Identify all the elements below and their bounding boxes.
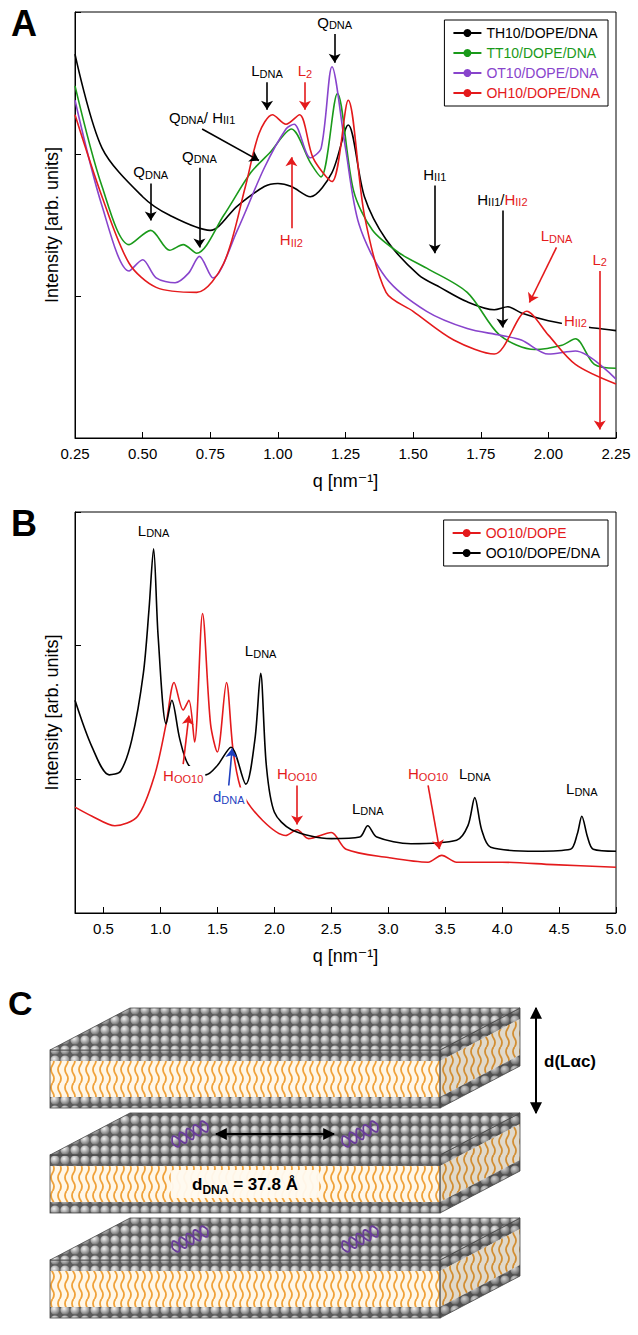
svg-text:L: L (245, 642, 253, 659)
svg-text:L: L (298, 62, 306, 79)
svg-text:5.0: 5.0 (606, 920, 627, 937)
svg-text:3.0: 3.0 (378, 920, 399, 937)
svg-text:Q: Q (317, 14, 329, 31)
svg-text:L: L (593, 251, 601, 268)
svg-text:2.25: 2.25 (601, 445, 630, 462)
svg-text:dDNA = 37.8 Å: dDNA = 37.8 Å (192, 1175, 298, 1197)
svg-text:L: L (352, 800, 360, 817)
svg-text:OO10/DOPE: OO10/DOPE (486, 525, 567, 541)
svg-text:4.0: 4.0 (492, 920, 513, 937)
svg-text:Q: Q (182, 148, 194, 165)
svg-text:DNA: DNA (467, 771, 491, 783)
svg-text:2.5: 2.5 (321, 920, 342, 937)
svg-text:H: H (280, 231, 291, 248)
svg-text:OT10/DOPE/DNA: OT10/DOPE/DNA (486, 65, 599, 81)
svg-text:II1: II1 (434, 171, 446, 183)
svg-text:Q: Q (133, 163, 145, 180)
svg-text:H: H (208, 109, 223, 126)
svg-text:L: L (541, 227, 549, 244)
svg-text:q [nm⁻¹]: q [nm⁻¹] (313, 946, 379, 966)
svg-text:DNA: DNA (181, 114, 205, 126)
svg-text:0.25: 0.25 (60, 445, 89, 462)
svg-text:DNA: DNA (329, 19, 353, 31)
svg-text:DNA: DNA (360, 805, 384, 817)
svg-text:1.75: 1.75 (466, 445, 495, 462)
svg-text:H: H (564, 312, 575, 329)
svg-text:0.5: 0.5 (93, 920, 114, 937)
svg-text:1.00: 1.00 (263, 445, 292, 462)
svg-text:DNA: DNA (221, 794, 245, 806)
svg-text:OO10: OO10 (419, 771, 448, 783)
svg-text:B: B (11, 503, 37, 544)
svg-text:q [nm⁻¹]: q [nm⁻¹] (313, 471, 379, 491)
svg-text:Intensity [arb. units]: Intensity [arb. units] (42, 147, 62, 303)
svg-text:1.5: 1.5 (207, 920, 228, 937)
svg-text:A: A (11, 3, 37, 44)
svg-text:d(Lαc): d(Lαc) (544, 1052, 596, 1071)
svg-text:Intensity [arb. units]: Intensity [arb. units] (42, 634, 62, 790)
svg-text:H: H (504, 191, 515, 208)
svg-text:DNA: DNA (194, 153, 218, 165)
svg-text:2: 2 (601, 256, 607, 268)
svg-text:0.50: 0.50 (128, 445, 157, 462)
svg-text:OO10: OO10 (174, 773, 203, 785)
svg-text:4.5: 4.5 (549, 920, 570, 937)
svg-text:Q: Q (169, 109, 181, 126)
svg-text:II1: II1 (223, 114, 235, 126)
svg-text:2: 2 (306, 68, 312, 80)
svg-text:1.0: 1.0 (150, 920, 171, 937)
svg-text:OO10: OO10 (288, 771, 317, 783)
svg-text:TH10/DOPE/DNA: TH10/DOPE/DNA (486, 25, 598, 41)
svg-text:2.00: 2.00 (534, 445, 563, 462)
svg-text:DNA: DNA (549, 233, 573, 245)
svg-text:TT10/DOPE/DNA: TT10/DOPE/DNA (486, 45, 596, 61)
svg-text:DNA: DNA (146, 527, 170, 539)
svg-text:H: H (277, 765, 288, 782)
svg-text:OH10/DOPE/DNA: OH10/DOPE/DNA (486, 85, 600, 101)
svg-text:L: L (566, 780, 574, 797)
svg-text:DNA: DNA (253, 648, 277, 660)
svg-text:II2: II2 (291, 237, 303, 249)
svg-text:1.50: 1.50 (399, 445, 428, 462)
svg-text:H: H (408, 765, 419, 782)
svg-text:II1: II1 (488, 196, 500, 208)
svg-text:OO10/DOPE/DNA: OO10/DOPE/DNA (486, 545, 601, 561)
svg-text:C: C (8, 984, 33, 1022)
svg-text:II2: II2 (515, 196, 527, 208)
svg-text:DNA: DNA (574, 786, 598, 798)
svg-text:L: L (138, 522, 146, 539)
svg-text:H: H (423, 166, 434, 183)
svg-text:2.0: 2.0 (264, 920, 285, 937)
svg-text:II2: II2 (575, 317, 587, 329)
svg-text:H: H (163, 767, 174, 784)
svg-text:DNA: DNA (260, 68, 284, 80)
svg-text:L: L (459, 765, 467, 782)
svg-text:1.25: 1.25 (331, 445, 360, 462)
svg-text:DNA: DNA (145, 169, 169, 181)
svg-text:3.5: 3.5 (435, 920, 456, 937)
svg-text:L: L (251, 62, 259, 79)
svg-text:0.75: 0.75 (196, 445, 225, 462)
svg-text:d: d (213, 788, 221, 805)
svg-text:H: H (477, 191, 488, 208)
